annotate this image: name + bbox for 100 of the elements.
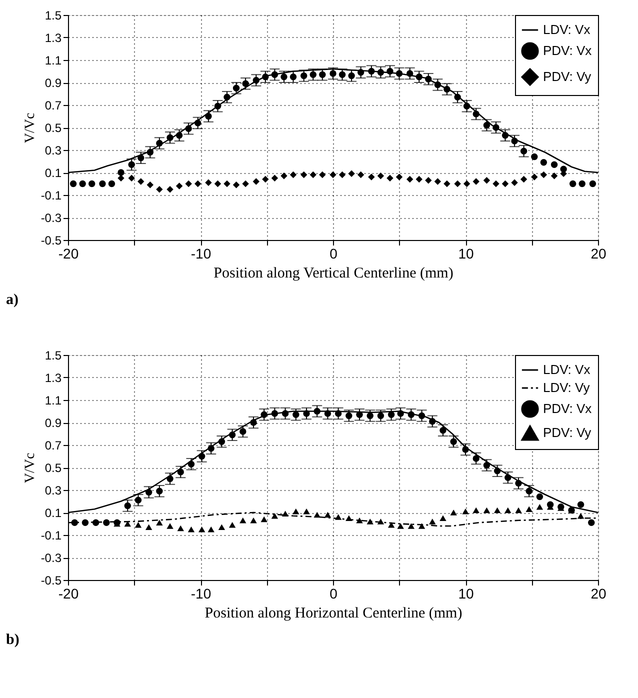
x-axis-title: Position along Vertical Centerline (mm) <box>214 266 454 282</box>
point <box>377 172 384 180</box>
point <box>214 180 222 188</box>
x-tick-label: -10 <box>190 586 212 602</box>
point <box>262 74 269 80</box>
y-tick-label: 0.3 <box>44 144 62 158</box>
point <box>156 488 163 494</box>
x-axis-title: Position along Horizontal Centerline (mm) <box>204 606 462 622</box>
point <box>214 102 222 110</box>
legend-label: LDV: Vy <box>543 380 590 395</box>
point <box>357 69 364 76</box>
point <box>99 180 106 188</box>
point <box>205 112 212 120</box>
point <box>92 519 100 526</box>
point <box>425 76 432 82</box>
y-tick-label: 1.1 <box>44 54 62 68</box>
point <box>388 522 395 528</box>
point <box>271 512 278 519</box>
point <box>82 519 89 526</box>
y-tick-label: -0.1 <box>40 188 62 202</box>
point <box>176 182 183 190</box>
point <box>185 180 192 188</box>
point <box>472 110 480 118</box>
y-tick-label: 0.9 <box>44 416 62 430</box>
point <box>357 171 364 178</box>
point <box>386 68 394 75</box>
point <box>138 178 144 185</box>
point <box>218 438 226 445</box>
point <box>310 71 316 78</box>
point <box>492 180 500 188</box>
point <box>282 510 289 517</box>
point <box>377 412 384 420</box>
y-tick-label: 0.3 <box>44 484 62 498</box>
point <box>408 523 415 529</box>
point <box>463 102 470 110</box>
point <box>577 501 584 508</box>
point <box>314 512 320 518</box>
point <box>228 432 236 438</box>
point <box>156 186 163 193</box>
point <box>511 179 518 186</box>
point <box>463 180 470 188</box>
point <box>520 176 528 183</box>
point <box>290 74 297 80</box>
point <box>408 411 415 418</box>
point <box>429 518 436 524</box>
point <box>224 94 230 100</box>
point <box>502 180 509 188</box>
point <box>330 171 336 178</box>
point <box>531 174 538 180</box>
point <box>128 161 135 168</box>
point <box>280 172 288 180</box>
x-tick-label: 0 <box>330 586 338 602</box>
point <box>338 171 346 178</box>
y-tick-label: 0.9 <box>44 76 62 90</box>
point <box>334 514 342 520</box>
point <box>434 81 442 88</box>
point <box>502 132 509 139</box>
point <box>282 410 289 417</box>
point <box>260 411 268 418</box>
point <box>166 523 174 529</box>
point <box>70 180 77 188</box>
point <box>348 170 355 177</box>
point <box>536 504 544 510</box>
point <box>146 182 154 188</box>
y-tick-label: -0.3 <box>40 551 62 565</box>
point <box>540 171 548 178</box>
x-tick-label: -20 <box>58 586 79 602</box>
point <box>511 138 518 144</box>
point <box>515 507 522 514</box>
legend-label: PDV: Vy <box>543 425 592 440</box>
point <box>260 516 268 522</box>
point <box>397 523 404 529</box>
point <box>515 480 522 487</box>
point <box>550 161 558 168</box>
point <box>504 474 512 481</box>
x-tick-label: 0 <box>330 246 338 262</box>
point <box>79 180 86 188</box>
point <box>494 468 501 474</box>
y-tick-label: -0.3 <box>40 211 62 225</box>
point <box>138 154 144 162</box>
point <box>434 178 442 185</box>
point <box>166 475 174 482</box>
y-tick-label: 1.3 <box>44 31 62 45</box>
point <box>205 179 212 186</box>
point <box>103 519 110 526</box>
point <box>250 517 257 524</box>
point <box>396 174 403 180</box>
point <box>526 506 532 512</box>
point <box>334 410 342 417</box>
point <box>124 520 131 527</box>
point <box>177 525 184 532</box>
point <box>300 171 308 178</box>
point <box>450 438 457 445</box>
point <box>444 180 450 188</box>
point <box>188 460 195 468</box>
point <box>444 86 450 93</box>
point <box>416 176 422 183</box>
point <box>450 510 457 516</box>
point <box>416 74 422 80</box>
point <box>550 172 558 180</box>
